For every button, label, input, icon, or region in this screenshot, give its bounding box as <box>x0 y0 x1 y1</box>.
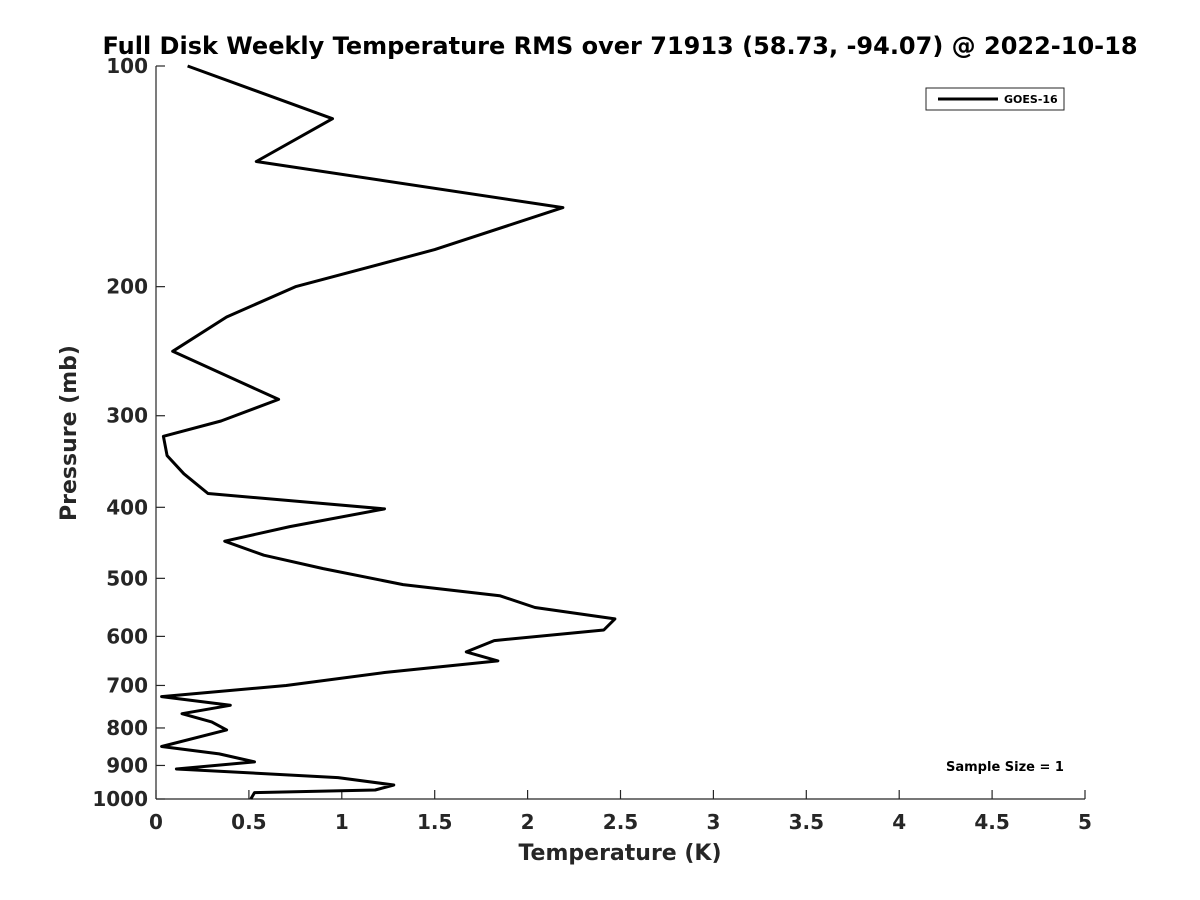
y-axis-label: Pressure (mb) <box>57 345 82 521</box>
y-axis-ticks: 100 200 300 400 500 600 700 800 900 1000 <box>92 54 165 811</box>
x-tick-label: 1.5 <box>417 810 452 834</box>
x-tick-label: 0 <box>149 810 163 834</box>
x-tick-label: 5 <box>1078 810 1092 834</box>
x-tick-label: 3 <box>706 810 720 834</box>
legend-label-goes16: GOES-16 <box>1004 93 1058 106</box>
y-tick-label: 200 <box>106 275 148 299</box>
plot-frame <box>155 66 1085 800</box>
y-tick-label: 100 <box>106 54 148 78</box>
y-tick-label: 600 <box>106 624 148 648</box>
series-layer <box>160 64 617 800</box>
y-tick-label: 500 <box>106 566 148 590</box>
legend: GOES-16 <box>925 87 1065 111</box>
series-line-goes16 <box>160 64 617 800</box>
x-tick-label: 2 <box>521 810 535 834</box>
y-tick-label: 1000 <box>92 787 148 811</box>
x-tick-label: 4.5 <box>974 810 1009 834</box>
x-tick-label: 2.5 <box>603 810 638 834</box>
x-tick-label: 1 <box>335 810 349 834</box>
y-tick-label: 800 <box>106 716 148 740</box>
x-tick-label: 3.5 <box>789 810 824 834</box>
sample-size-annotation: Sample Size = 1 <box>946 760 1064 775</box>
y-tick-label: 900 <box>106 753 148 777</box>
x-axis-ticks: 0 0.5 1 1.5 2 2.5 3 3.5 4 4.5 5 <box>149 790 1092 834</box>
x-tick-label: 0.5 <box>231 810 266 834</box>
x-tick-label: 4 <box>892 810 906 834</box>
chart-title: Full Disk Weekly Temperature RMS over 71… <box>102 32 1137 60</box>
y-tick-label: 300 <box>106 404 148 428</box>
x-axis-label: Temperature (K) <box>518 841 721 866</box>
y-tick-label: 400 <box>106 495 148 519</box>
y-tick-label: 700 <box>106 673 148 697</box>
